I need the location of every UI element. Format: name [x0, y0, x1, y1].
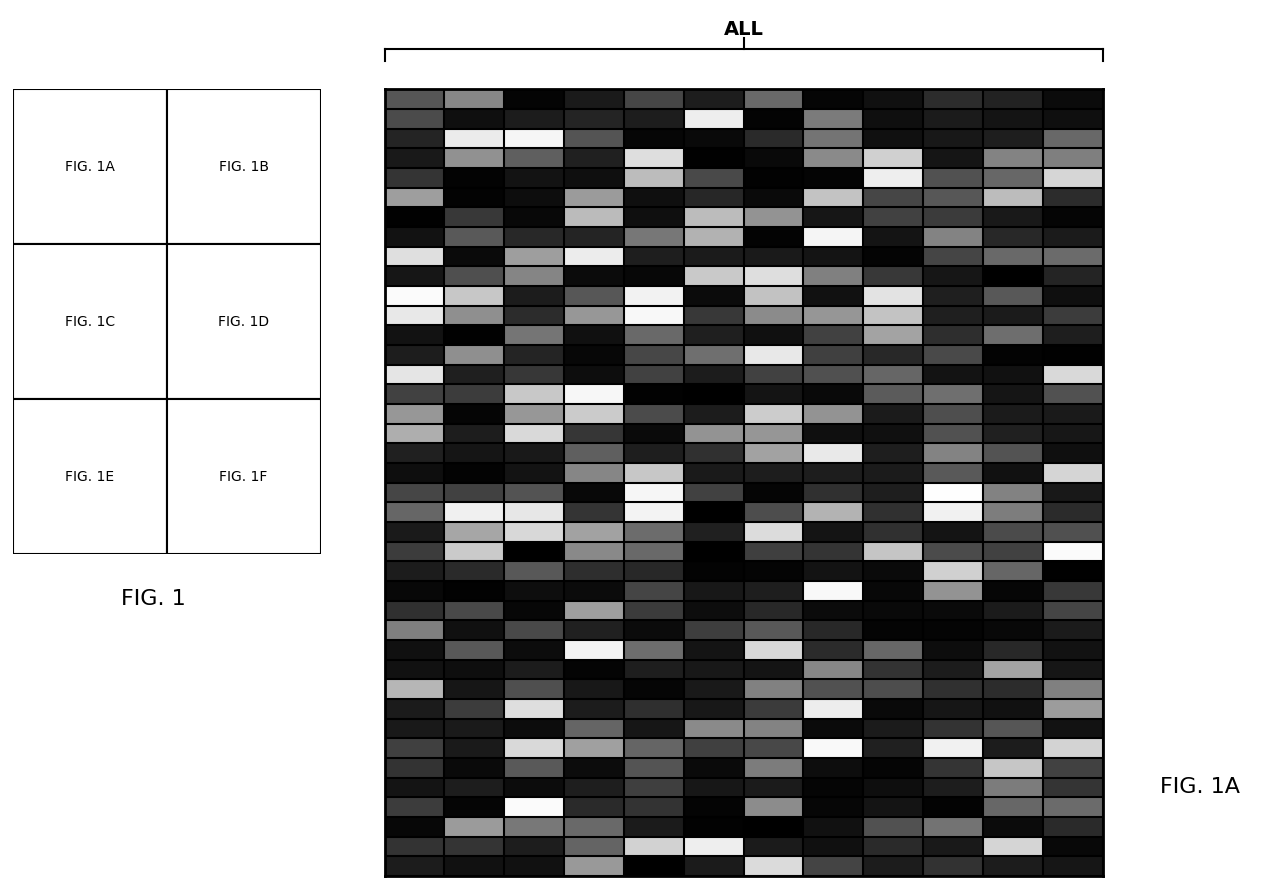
Text: FIG. 1D: FIG. 1D — [218, 315, 269, 329]
Bar — [13, 89, 167, 244]
Text: FIG. 1A: FIG. 1A — [65, 160, 114, 173]
Bar — [13, 244, 167, 400]
Text: ALL: ALL — [723, 20, 764, 39]
Bar — [167, 400, 320, 554]
Text: FIG. 1A: FIG. 1A — [1160, 777, 1240, 797]
Bar — [167, 244, 320, 400]
Bar — [13, 400, 167, 554]
Text: FIG. 1: FIG. 1 — [122, 589, 186, 609]
Text: FIG. 1E: FIG. 1E — [65, 470, 114, 484]
Text: FIG. 1C: FIG. 1C — [64, 315, 115, 329]
Text: FIG. 1F: FIG. 1F — [219, 470, 268, 484]
Bar — [167, 89, 320, 244]
Text: FIG. 1B: FIG. 1B — [218, 160, 269, 173]
